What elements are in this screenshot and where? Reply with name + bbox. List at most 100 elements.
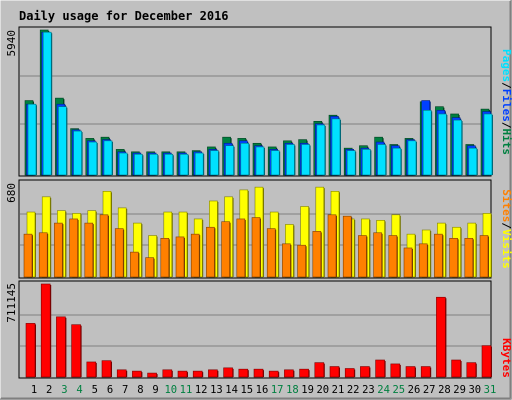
sites-bar-day-26 bbox=[403, 247, 413, 278]
pages-bar-day-9 bbox=[149, 153, 158, 176]
day-label-11: 11 bbox=[180, 384, 193, 396]
pages-bar-day-15 bbox=[240, 142, 250, 176]
legend-files: Files bbox=[500, 89, 512, 122]
sites-bar-day-24 bbox=[373, 232, 382, 278]
pages-bar-day-12 bbox=[194, 152, 204, 176]
kbytes-bar-day-21 bbox=[329, 366, 340, 378]
panel-hits-frame bbox=[18, 26, 492, 177]
kbytes-bar-day-30 bbox=[466, 362, 477, 378]
pages-bar-day-30 bbox=[468, 147, 478, 176]
day-label-23: 23 bbox=[362, 384, 375, 396]
kbytes-bar-day-8 bbox=[132, 370, 142, 378]
kbytes-bar-day-11 bbox=[177, 370, 188, 378]
sites-bar-day-22 bbox=[342, 215, 352, 278]
sites-bar-day-10 bbox=[160, 237, 170, 278]
legend-visits: Visits bbox=[500, 229, 512, 269]
chart-title: Daily usage for December 2016 bbox=[19, 9, 229, 23]
day-label-13: 13 bbox=[210, 384, 223, 396]
kbytes-bar-day-6 bbox=[101, 360, 112, 378]
pages-bar-day-17 bbox=[270, 150, 280, 176]
day-label-27: 27 bbox=[423, 384, 436, 396]
day-label-2: 2 bbox=[46, 384, 52, 396]
kbytes-bar-day-15 bbox=[238, 368, 249, 378]
sites-bar-day-9 bbox=[145, 257, 154, 278]
pages-bar-day-24 bbox=[377, 144, 386, 176]
sites-bar-day-31 bbox=[479, 235, 489, 278]
sites-bar-day-21 bbox=[327, 214, 337, 278]
panel-kbytes-frame bbox=[18, 280, 492, 379]
day-label-21: 21 bbox=[332, 384, 345, 396]
sites-bar-day-4 bbox=[69, 218, 78, 278]
kbytes-bar-day-9 bbox=[147, 372, 157, 378]
kbytes-bar-day-24 bbox=[375, 359, 385, 378]
pages-bar-day-26 bbox=[407, 140, 417, 176]
legend-sep-1: / bbox=[500, 82, 512, 89]
kbytes-bar-day-29 bbox=[451, 359, 461, 378]
day-label-1: 1 bbox=[31, 384, 37, 396]
day-label-18: 18 bbox=[286, 384, 299, 396]
sites-bar-day-8 bbox=[130, 251, 139, 278]
day-label-9: 9 bbox=[152, 384, 158, 396]
day-label-26: 26 bbox=[408, 384, 421, 396]
day-label-14: 14 bbox=[225, 384, 238, 396]
legend-sep-3: / bbox=[500, 222, 512, 229]
pages-bar-day-5 bbox=[88, 141, 98, 176]
panel-hits-files-pages bbox=[20, 29, 493, 176]
pages-bar-day-22 bbox=[346, 150, 356, 176]
max-label-kbytes: 711145 bbox=[5, 283, 18, 323]
sites-bar-day-6 bbox=[99, 214, 109, 278]
day-label-3: 3 bbox=[61, 384, 67, 396]
day-label-16: 16 bbox=[256, 384, 269, 396]
legend-kbytes: KBytes bbox=[500, 338, 512, 378]
sites-bar-day-5 bbox=[84, 222, 94, 278]
kbytes-bar-day-19 bbox=[299, 368, 309, 378]
kbytes-bar-day-2 bbox=[40, 283, 51, 378]
pages-bar-day-13 bbox=[210, 150, 219, 176]
kbytes-bar-day-28 bbox=[436, 296, 446, 378]
day-label-17: 17 bbox=[271, 384, 284, 396]
pages-bar-day-2 bbox=[42, 31, 52, 176]
kbytes-bar-day-14 bbox=[223, 367, 233, 378]
day-label-6: 6 bbox=[107, 384, 113, 396]
sites-bar-day-25 bbox=[388, 235, 398, 278]
sites-bar-day-20 bbox=[312, 231, 322, 278]
pages-bar-day-28 bbox=[438, 113, 447, 176]
kbytes-bar-day-17 bbox=[268, 370, 279, 378]
day-label-30: 30 bbox=[468, 384, 481, 396]
sites-bar-day-17 bbox=[266, 228, 276, 278]
kbytes-bar-day-4 bbox=[71, 324, 81, 378]
day-label-22: 22 bbox=[347, 384, 360, 396]
day-label-29: 29 bbox=[453, 384, 466, 396]
sites-bar-day-23 bbox=[358, 235, 367, 278]
day-label-31: 31 bbox=[484, 384, 497, 396]
kbytes-bar-day-12 bbox=[192, 370, 203, 378]
legend-sep-2: / bbox=[500, 122, 512, 129]
pages-bar-day-7 bbox=[118, 152, 128, 176]
legend-sites: Sites bbox=[500, 189, 512, 222]
pages-bar-day-20 bbox=[316, 124, 326, 176]
sites-bar-day-16 bbox=[251, 217, 261, 278]
kbytes-bar-day-13 bbox=[208, 369, 218, 378]
day-label-19: 19 bbox=[301, 384, 314, 396]
pages-bar-day-29 bbox=[453, 119, 462, 176]
kbytes-bar-day-10 bbox=[162, 369, 173, 378]
pages-bar-day-25 bbox=[392, 147, 402, 176]
sites-bar-day-15 bbox=[236, 218, 246, 278]
pages-bar-day-19 bbox=[301, 144, 310, 176]
kbytes-bar-day-3 bbox=[56, 316, 66, 378]
pages-bar-day-8 bbox=[134, 153, 143, 176]
pages-bar-day-14 bbox=[225, 145, 234, 176]
kbytes-bar-day-1 bbox=[25, 323, 36, 378]
pages-bar-day-16 bbox=[255, 146, 265, 176]
kbytes-bar-day-20 bbox=[314, 362, 325, 378]
kbytes-bar-day-23 bbox=[360, 366, 370, 378]
sites-bar-day-3 bbox=[54, 222, 63, 278]
pages-bar-day-18 bbox=[286, 144, 295, 176]
day-label-15: 15 bbox=[240, 384, 253, 396]
kbytes-bar-day-7 bbox=[116, 369, 127, 378]
sites-bar-day-11 bbox=[175, 236, 185, 278]
pages-bar-day-4 bbox=[73, 130, 82, 176]
pages-bar-day-1 bbox=[27, 103, 37, 176]
day-label-10: 10 bbox=[164, 384, 177, 396]
